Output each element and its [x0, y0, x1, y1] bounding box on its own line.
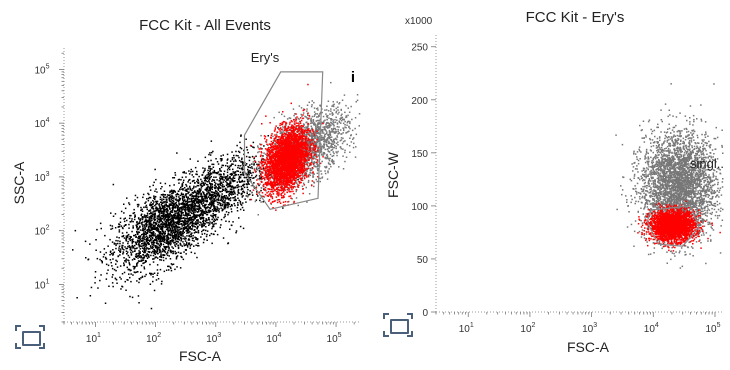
y-tick-label: 101	[34, 278, 49, 291]
x-axis-label: FSC-A	[567, 339, 610, 355]
plot-axes: 101 102 103 104 105 101 102 103 104 105	[34, 48, 360, 345]
plot-erys: FCC Kit - Ery's x1000 101 102 103 104 105 0 50…	[385, 9, 724, 355]
x-tick-label: 105	[705, 322, 720, 335]
y-tick-label: 104	[34, 117, 49, 130]
gate-singlets[interactable]	[646, 205, 700, 247]
plot-title: FCC Kit - All Events	[139, 17, 271, 34]
y-tick-label: 102	[34, 225, 49, 238]
y-axis-label: FSC-W	[385, 151, 401, 198]
y-tick-label: 0	[422, 308, 428, 319]
y-tick-label: 100	[411, 202, 428, 213]
gate-label: singl..	[690, 156, 724, 171]
x-tick-label: 105	[327, 332, 342, 345]
plot-title: FCC Kit - Ery's	[526, 9, 625, 26]
y-tick-label: 50	[417, 255, 429, 266]
y-tick-label: 150	[411, 149, 428, 160]
y-axis-label: SSC-A	[11, 161, 27, 204]
y-tick-label: 250	[411, 43, 428, 54]
x-tick-label: 103	[206, 332, 221, 345]
population-cluster	[249, 83, 324, 211]
gate-erys[interactable]	[243, 71, 324, 210]
plot-axes: 101 102 103 104 105 0 50 100 150 200 250	[411, 34, 722, 335]
axis-multiplier: x1000	[405, 16, 433, 27]
x-tick-label: 104	[644, 322, 659, 335]
gate-polygon[interactable]	[646, 205, 700, 247]
event-scatter	[72, 81, 361, 310]
population-cluster	[72, 152, 258, 310]
x-tick-label: 102	[520, 322, 535, 335]
y-tick-label: 200	[411, 96, 428, 107]
select-region-icon[interactable]	[383, 313, 413, 337]
annotation-mark: i	[351, 69, 355, 86]
x-tick-label: 103	[582, 322, 597, 335]
x-tick-label: 104	[266, 332, 281, 345]
gate-polygon[interactable]	[243, 71, 324, 210]
select-region-icon[interactable]	[15, 325, 45, 349]
event-scatter	[615, 83, 724, 269]
x-axis-label: FSC-A	[179, 348, 222, 364]
y-tick-label: 103	[34, 171, 49, 184]
x-tick-label: 102	[146, 332, 161, 345]
x-tick-label: 101	[459, 322, 474, 335]
y-tick-label: 105	[34, 63, 49, 76]
plot-all-events: FCC Kit - All Events 101 102 103 104 1051011…	[11, 17, 361, 364]
population-cluster	[615, 83, 724, 269]
x-tick-label: 101	[86, 332, 101, 345]
gate-label: Ery's	[251, 50, 280, 65]
